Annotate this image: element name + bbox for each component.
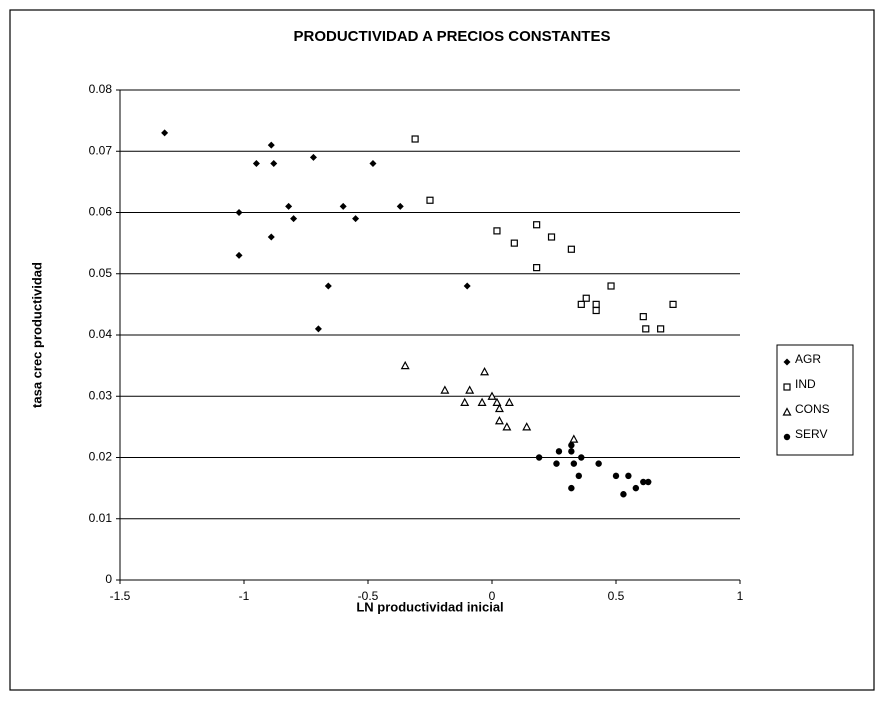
point — [463, 282, 471, 290]
point — [578, 454, 585, 461]
point — [285, 202, 293, 210]
x-tick-label: -0.5 — [358, 589, 379, 603]
point — [411, 135, 419, 143]
point — [270, 160, 278, 167]
point — [494, 403, 504, 413]
y-tick-label: 0.04 — [89, 327, 113, 341]
y-tick-label: 0.05 — [89, 266, 113, 280]
x-tick-label: 0 — [489, 589, 496, 603]
y-tick-label: 0.07 — [89, 143, 113, 157]
point — [642, 325, 650, 333]
y-tick-label: 0 — [105, 572, 112, 586]
legend-marker — [783, 358, 791, 366]
point — [533, 221, 541, 229]
point — [504, 397, 514, 406]
point — [235, 251, 243, 259]
point — [460, 397, 470, 406]
x-tick-label: -1 — [239, 589, 250, 603]
point — [592, 306, 600, 315]
point — [669, 300, 677, 308]
point — [314, 325, 322, 333]
point — [465, 385, 475, 394]
point — [502, 422, 512, 431]
point — [487, 391, 497, 400]
point — [533, 264, 541, 272]
point — [632, 484, 640, 492]
point — [510, 239, 518, 247]
point — [309, 153, 317, 161]
y-tick-label: 0.08 — [89, 82, 113, 96]
y-axis-label: tasa crec productividad — [29, 262, 44, 408]
point — [426, 196, 434, 204]
point — [612, 472, 620, 480]
point — [657, 325, 665, 333]
point — [492, 397, 502, 406]
x-tick-label: 1 — [737, 589, 744, 603]
legend-label: IND — [795, 377, 816, 391]
point — [577, 300, 585, 308]
point — [161, 129, 169, 137]
point — [568, 448, 575, 455]
point — [569, 434, 579, 443]
point — [620, 491, 627, 498]
point — [494, 415, 504, 425]
point — [290, 215, 298, 223]
point — [267, 141, 275, 149]
point — [339, 202, 347, 210]
point — [480, 366, 490, 376]
legend-marker — [783, 383, 791, 391]
point — [555, 448, 563, 455]
x-tick-label: -1.5 — [110, 589, 131, 603]
point — [640, 478, 647, 486]
point — [547, 233, 556, 241]
point — [324, 282, 332, 290]
point — [477, 397, 487, 406]
point — [252, 160, 260, 167]
point — [522, 422, 532, 431]
point — [582, 294, 590, 302]
y-tick-label: 0.01 — [89, 511, 113, 525]
point — [568, 442, 575, 449]
legend-label: CONS — [795, 402, 830, 416]
x-tick-label: 0.5 — [608, 589, 625, 603]
point — [235, 209, 243, 216]
point — [535, 454, 543, 461]
point — [493, 227, 501, 235]
y-tick-label: 0.06 — [89, 205, 113, 219]
point — [568, 484, 575, 492]
chart-title: PRODUCTIVIDAD A PRECIOS CONSTANTES — [294, 28, 611, 45]
point — [570, 460, 578, 467]
y-tick-label: 0.02 — [89, 450, 113, 464]
point — [639, 313, 647, 321]
point — [369, 160, 377, 167]
legend-label: SERV — [795, 427, 827, 441]
point — [645, 478, 652, 486]
point — [625, 472, 632, 480]
point — [267, 233, 275, 241]
point — [607, 282, 615, 290]
x-axis-label: LN productividad inicial — [356, 599, 503, 614]
point — [396, 202, 404, 210]
point — [595, 460, 602, 467]
point — [440, 385, 450, 394]
point — [592, 300, 600, 308]
point — [352, 215, 360, 223]
point — [567, 245, 575, 253]
legend-marker — [782, 407, 792, 416]
point — [400, 360, 410, 370]
y-tick-label: 0.03 — [89, 388, 113, 402]
point — [575, 472, 582, 480]
chart-frame — [9, 9, 875, 691]
legend-label: AGR — [795, 352, 821, 366]
legend-marker — [783, 433, 791, 441]
point — [553, 460, 560, 467]
